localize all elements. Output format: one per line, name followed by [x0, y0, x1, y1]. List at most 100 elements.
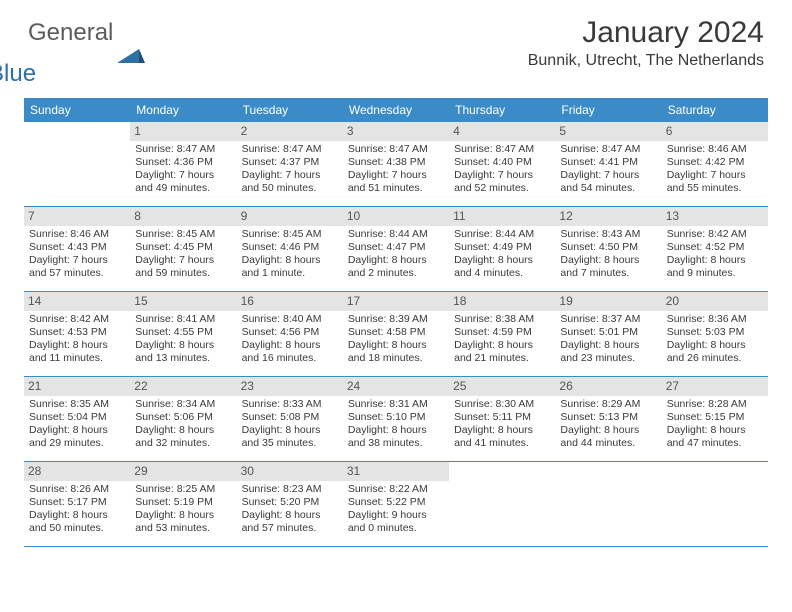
- calendar-day-header: Sunday Monday Tuesday Wednesday Thursday…: [24, 98, 768, 122]
- sunrise-text: Sunrise: 8:47 AM: [454, 143, 550, 156]
- daylight-text: Daylight: 8 hours: [560, 254, 656, 267]
- sunset-text: Sunset: 4:58 PM: [348, 326, 444, 339]
- calendar-day-cell: 15Sunrise: 8:41 AMSunset: 4:55 PMDayligh…: [130, 292, 236, 376]
- calendar-day-cell: 14Sunrise: 8:42 AMSunset: 4:53 PMDayligh…: [24, 292, 130, 376]
- daylight-text: and 49 minutes.: [135, 182, 231, 195]
- day-number: [24, 122, 130, 126]
- sunset-text: Sunset: 4:46 PM: [242, 241, 338, 254]
- brand-logo: General Blue: [28, 22, 145, 86]
- day-number: 22: [130, 377, 236, 396]
- calendar-day-cell: 8Sunrise: 8:45 AMSunset: 4:45 PMDaylight…: [130, 207, 236, 291]
- sunrise-text: Sunrise: 8:35 AM: [29, 398, 125, 411]
- daylight-text: and 44 minutes.: [560, 437, 656, 450]
- daylight-text: and 38 minutes.: [348, 437, 444, 450]
- daylight-text: Daylight: 8 hours: [454, 339, 550, 352]
- sunrise-text: Sunrise: 8:38 AM: [454, 313, 550, 326]
- daylight-text: Daylight: 8 hours: [454, 254, 550, 267]
- calendar-day-cell: 11Sunrise: 8:44 AMSunset: 4:49 PMDayligh…: [449, 207, 555, 291]
- calendar-day-cell: 21Sunrise: 8:35 AMSunset: 5:04 PMDayligh…: [24, 377, 130, 461]
- sunrise-text: Sunrise: 8:31 AM: [348, 398, 444, 411]
- brand-part2: Blue: [0, 63, 113, 86]
- calendar-day-cell: 23Sunrise: 8:33 AMSunset: 5:08 PMDayligh…: [237, 377, 343, 461]
- daylight-text: and 4 minutes.: [454, 267, 550, 280]
- daylight-text: Daylight: 7 hours: [454, 169, 550, 182]
- calendar-day-cell: 17Sunrise: 8:39 AMSunset: 4:58 PMDayligh…: [343, 292, 449, 376]
- calendar-day-cell: 10Sunrise: 8:44 AMSunset: 4:47 PMDayligh…: [343, 207, 449, 291]
- calendar-day-cell: 28Sunrise: 8:26 AMSunset: 5:17 PMDayligh…: [24, 462, 130, 546]
- calendar-day-cell: 6Sunrise: 8:46 AMSunset: 4:42 PMDaylight…: [662, 122, 768, 206]
- day-number: 5: [555, 122, 661, 141]
- sunset-text: Sunset: 5:06 PM: [135, 411, 231, 424]
- day-header-tue: Tuesday: [237, 98, 343, 122]
- calendar-day-cell: 4Sunrise: 8:47 AMSunset: 4:40 PMDaylight…: [449, 122, 555, 206]
- calendar-day-cell: 27Sunrise: 8:28 AMSunset: 5:15 PMDayligh…: [662, 377, 768, 461]
- sunset-text: Sunset: 4:55 PM: [135, 326, 231, 339]
- sunrise-text: Sunrise: 8:25 AM: [135, 483, 231, 496]
- sunrise-text: Sunrise: 8:36 AM: [667, 313, 763, 326]
- day-number: 14: [24, 292, 130, 311]
- daylight-text: Daylight: 7 hours: [135, 169, 231, 182]
- sunrise-text: Sunrise: 8:44 AM: [348, 228, 444, 241]
- calendar-day-cell: 30Sunrise: 8:23 AMSunset: 5:20 PMDayligh…: [237, 462, 343, 546]
- daylight-text: Daylight: 8 hours: [667, 339, 763, 352]
- daylight-text: Daylight: 8 hours: [454, 424, 550, 437]
- sunset-text: Sunset: 4:42 PM: [667, 156, 763, 169]
- sunset-text: Sunset: 4:43 PM: [29, 241, 125, 254]
- calendar-day-cell: 20Sunrise: 8:36 AMSunset: 5:03 PMDayligh…: [662, 292, 768, 376]
- day-number: 8: [130, 207, 236, 226]
- calendar-day-cell: 24Sunrise: 8:31 AMSunset: 5:10 PMDayligh…: [343, 377, 449, 461]
- daylight-text: Daylight: 8 hours: [348, 424, 444, 437]
- day-number: 15: [130, 292, 236, 311]
- sunrise-text: Sunrise: 8:23 AM: [242, 483, 338, 496]
- daylight-text: and 23 minutes.: [560, 352, 656, 365]
- daylight-text: Daylight: 8 hours: [135, 509, 231, 522]
- sunrise-text: Sunrise: 8:37 AM: [560, 313, 656, 326]
- sunrise-text: Sunrise: 8:40 AM: [242, 313, 338, 326]
- daylight-text: and 16 minutes.: [242, 352, 338, 365]
- calendar-day-cell: 16Sunrise: 8:40 AMSunset: 4:56 PMDayligh…: [237, 292, 343, 376]
- daylight-text: and 52 minutes.: [454, 182, 550, 195]
- sunrise-text: Sunrise: 8:30 AM: [454, 398, 550, 411]
- day-number: 9: [237, 207, 343, 226]
- daylight-text: and 1 minute.: [242, 267, 338, 280]
- sunrise-text: Sunrise: 8:33 AM: [242, 398, 338, 411]
- daylight-text: and 18 minutes.: [348, 352, 444, 365]
- calendar-day-cell: [662, 462, 768, 546]
- day-number: 7: [24, 207, 130, 226]
- sunrise-text: Sunrise: 8:26 AM: [29, 483, 125, 496]
- sunset-text: Sunset: 4:56 PM: [242, 326, 338, 339]
- daylight-text: and 55 minutes.: [667, 182, 763, 195]
- day-header-sun: Sunday: [24, 98, 130, 122]
- calendar-day-cell: 19Sunrise: 8:37 AMSunset: 5:01 PMDayligh…: [555, 292, 661, 376]
- daylight-text: and 53 minutes.: [135, 522, 231, 535]
- daylight-text: Daylight: 8 hours: [242, 254, 338, 267]
- sunrise-text: Sunrise: 8:39 AM: [348, 313, 444, 326]
- daylight-text: and 57 minutes.: [242, 522, 338, 535]
- daylight-text: Daylight: 8 hours: [560, 339, 656, 352]
- calendar-day-cell: 7Sunrise: 8:46 AMSunset: 4:43 PMDaylight…: [24, 207, 130, 291]
- daylight-text: Daylight: 8 hours: [29, 339, 125, 352]
- sunrise-text: Sunrise: 8:42 AM: [667, 228, 763, 241]
- calendar-day-cell: 25Sunrise: 8:30 AMSunset: 5:11 PMDayligh…: [449, 377, 555, 461]
- day-number: 24: [343, 377, 449, 396]
- brand-part1: General: [28, 22, 113, 45]
- sunset-text: Sunset: 4:53 PM: [29, 326, 125, 339]
- sunrise-text: Sunrise: 8:47 AM: [242, 143, 338, 156]
- calendar-week: 7Sunrise: 8:46 AMSunset: 4:43 PMDaylight…: [24, 207, 768, 292]
- sunrise-text: Sunrise: 8:47 AM: [135, 143, 231, 156]
- sunrise-text: Sunrise: 8:34 AM: [135, 398, 231, 411]
- sunset-text: Sunset: 5:22 PM: [348, 496, 444, 509]
- day-number: 3: [343, 122, 449, 141]
- day-number: 6: [662, 122, 768, 141]
- day-number: 4: [449, 122, 555, 141]
- daylight-text: Daylight: 7 hours: [667, 169, 763, 182]
- day-header-fri: Friday: [555, 98, 661, 122]
- daylight-text: and 51 minutes.: [348, 182, 444, 195]
- calendar-day-cell: 22Sunrise: 8:34 AMSunset: 5:06 PMDayligh…: [130, 377, 236, 461]
- calendar-week: 21Sunrise: 8:35 AMSunset: 5:04 PMDayligh…: [24, 377, 768, 462]
- daylight-text: Daylight: 8 hours: [560, 424, 656, 437]
- daylight-text: and 13 minutes.: [135, 352, 231, 365]
- day-header-sat: Saturday: [662, 98, 768, 122]
- daylight-text: and 29 minutes.: [29, 437, 125, 450]
- sunset-text: Sunset: 4:47 PM: [348, 241, 444, 254]
